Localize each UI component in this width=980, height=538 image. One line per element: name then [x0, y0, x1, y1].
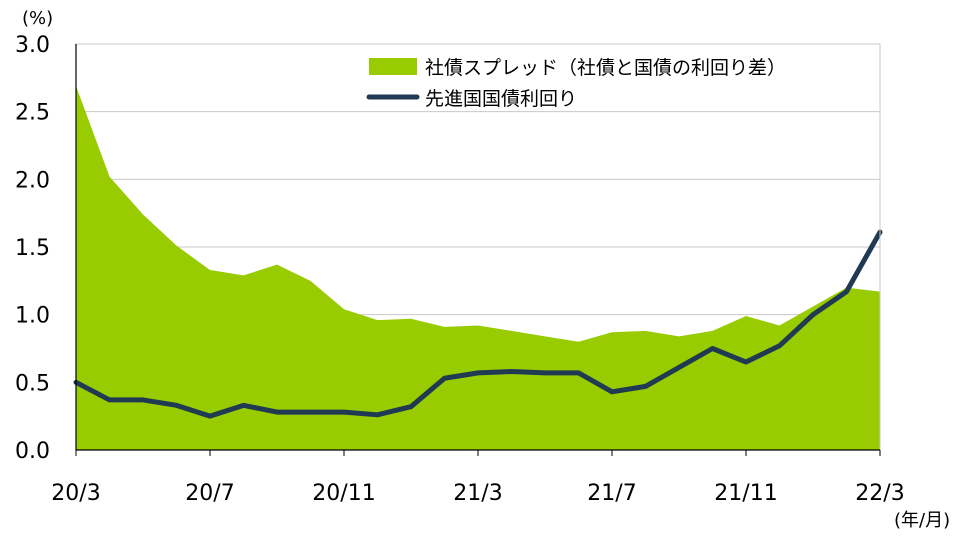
x-axis-unit-label: (年/月) — [894, 510, 950, 531]
y-tick-labels: 0.0 0.5 1.0 1.5 2.0 2.5 3.0 — [15, 33, 50, 464]
legend: 社債スプレッド（社債と国債の利回り差） 先進国国債利回り — [366, 57, 786, 110]
legend-label-yield: 先進国国債利回り — [425, 88, 577, 110]
y-tick-label: 0.5 — [15, 371, 50, 396]
x-tick-labels: 20/3 20/7 20/11 21/3 21/7 21/11 22/3 — [51, 481, 904, 506]
y-tick-label: 3.0 — [15, 33, 50, 58]
legend-swatch-spread — [369, 58, 417, 75]
yield-line — [73, 229, 883, 419]
y-axis-unit-label: (%) — [22, 8, 53, 29]
axes — [75, 43, 881, 456]
y-tick-label: 2.0 — [15, 168, 50, 193]
spread-area-layer — [76, 85, 880, 450]
x-tick-label: 21/3 — [453, 481, 502, 506]
y-tick-label: 2.5 — [15, 101, 50, 126]
spread-area — [76, 85, 880, 450]
yield-line-layer — [73, 229, 883, 419]
x-tick-label: 21/7 — [587, 481, 636, 506]
x-tick-label: 21/11 — [714, 481, 777, 506]
x-tick-label: 20/3 — [51, 481, 100, 506]
legend-label-spread: 社債スプレッド（社債と国債の利回り差） — [425, 57, 786, 79]
y-tick-label: 1.0 — [15, 304, 50, 329]
y-tick-label: 0.0 — [15, 439, 50, 464]
x-tick-label: 20/7 — [185, 481, 234, 506]
y-tick-label: 1.5 — [15, 236, 50, 261]
x-tick-label: 20/11 — [312, 481, 375, 506]
x-tick-label: 22/3 — [855, 481, 904, 506]
